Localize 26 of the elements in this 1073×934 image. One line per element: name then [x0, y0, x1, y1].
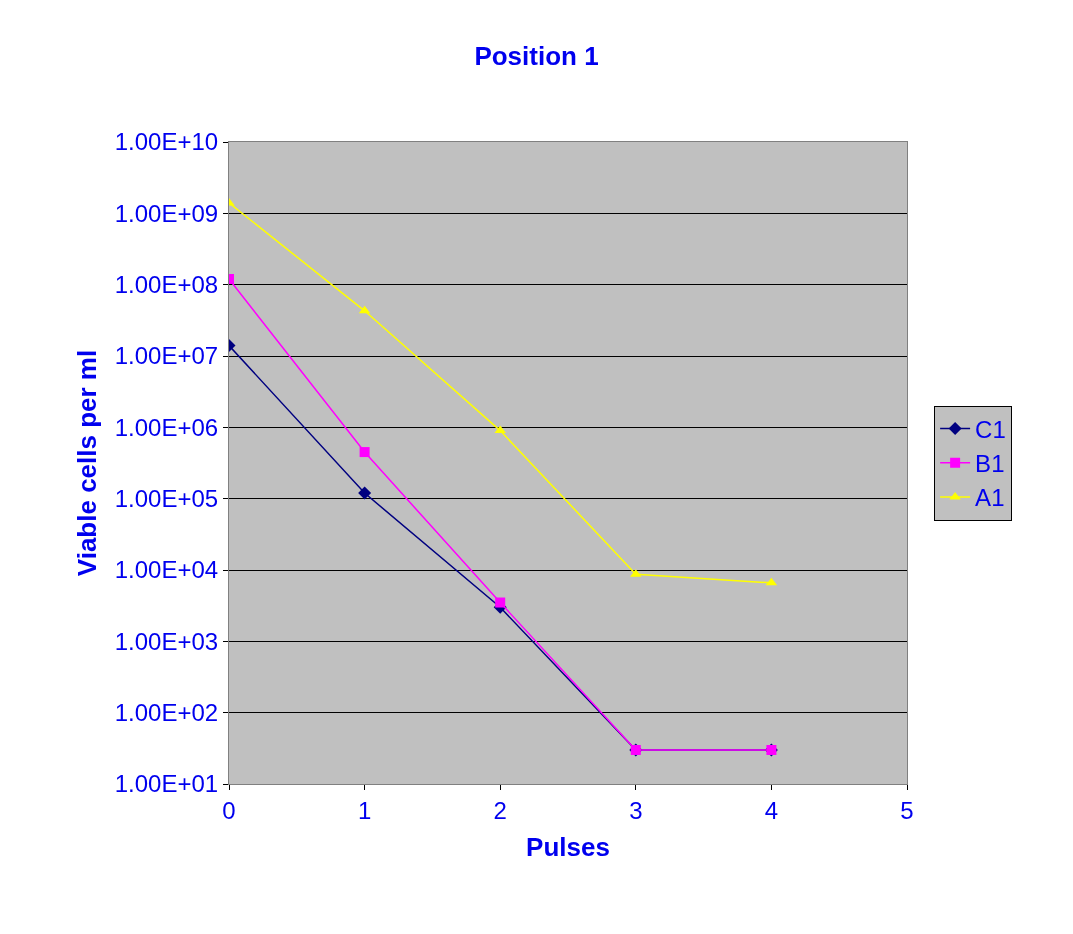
x-axis-title: Pulses: [526, 832, 610, 863]
legend-label: C1: [975, 415, 1006, 443]
point: [358, 486, 372, 500]
x-tick-label: 5: [900, 796, 914, 824]
point: [495, 597, 506, 608]
y-tick-label: 1.00E+08: [114, 271, 219, 299]
y-tick-label: 1.00E+05: [114, 485, 219, 513]
y-tick-label: 1.00E+02: [114, 699, 219, 727]
chart-title: Position 1: [474, 40, 599, 71]
y-tick-label: 1.00E+06: [114, 413, 219, 441]
y-tick-label: 1.00E+10: [114, 128, 219, 156]
y-tick-label: 1.00E+03: [114, 627, 219, 655]
y-axis-title: Viable cells per ml: [72, 349, 103, 577]
point: [494, 425, 506, 434]
x-tick-label: 0: [222, 796, 236, 824]
y-tick-label: 1.00E+01: [114, 770, 219, 798]
x-tick-label: 2: [493, 796, 507, 824]
x-tick-label: 1: [357, 796, 372, 824]
y-tick-label: 1.00E+04: [114, 556, 219, 584]
legend-label: B1: [975, 450, 1005, 478]
y-tick-label: 1.00E+09: [114, 199, 219, 227]
legend-label: A1: [975, 484, 1005, 512]
point: [359, 447, 370, 458]
x-tick-label: 3: [629, 796, 643, 824]
y-tick-label: 1.00E+07: [114, 342, 219, 370]
x-tick-label: 4: [764, 796, 779, 824]
